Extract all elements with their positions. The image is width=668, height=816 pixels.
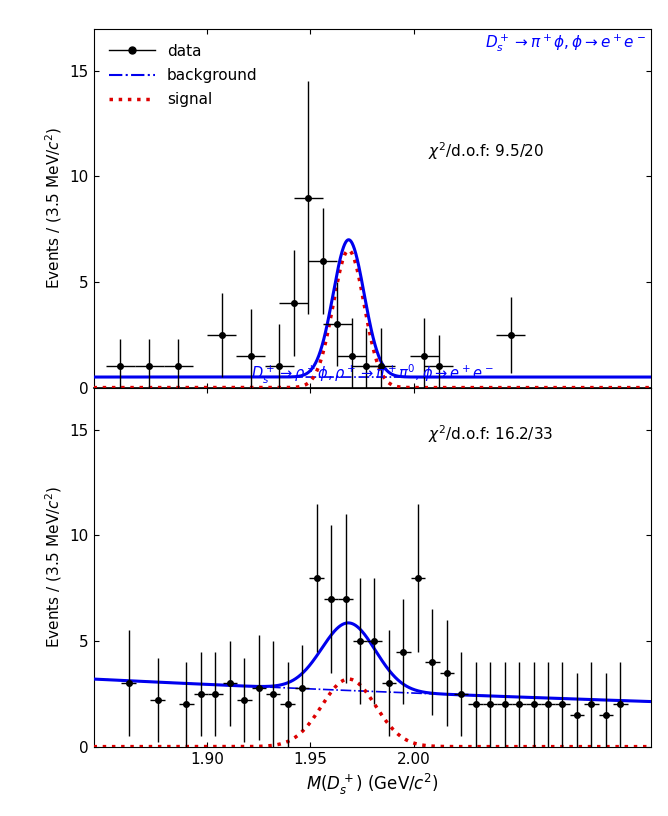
Text: $D_s^+ \rightarrow \pi^+\phi, \phi \rightarrow e^+e^-$: $D_s^+ \rightarrow \pi^+\phi, \phi \righ… <box>485 32 646 54</box>
Y-axis label: Events / (3.5 MeV/$c^2$): Events / (3.5 MeV/$c^2$) <box>43 486 64 649</box>
Text: $D_s^+ \rightarrow \rho^+\phi, \rho^+ \rightarrow \pi^+\pi^0, \phi \rightarrow e: $D_s^+ \rightarrow \rho^+\phi, \rho^+ \r… <box>251 362 494 386</box>
X-axis label: $M(D_s^+)$ (GeV/$c^2$): $M(D_s^+)$ (GeV/$c^2$) <box>306 772 439 797</box>
Legend: data, background, signal: data, background, signal <box>101 36 265 115</box>
Y-axis label: Events / (3.5 MeV/$c^2$): Events / (3.5 MeV/$c^2$) <box>43 126 64 290</box>
Text: $\chi^2$/d.o.f: 9.5/20: $\chi^2$/d.o.f: 9.5/20 <box>428 140 544 162</box>
Text: $\chi^2$/d.o.f: 16.2/33: $\chi^2$/d.o.f: 16.2/33 <box>428 424 554 446</box>
